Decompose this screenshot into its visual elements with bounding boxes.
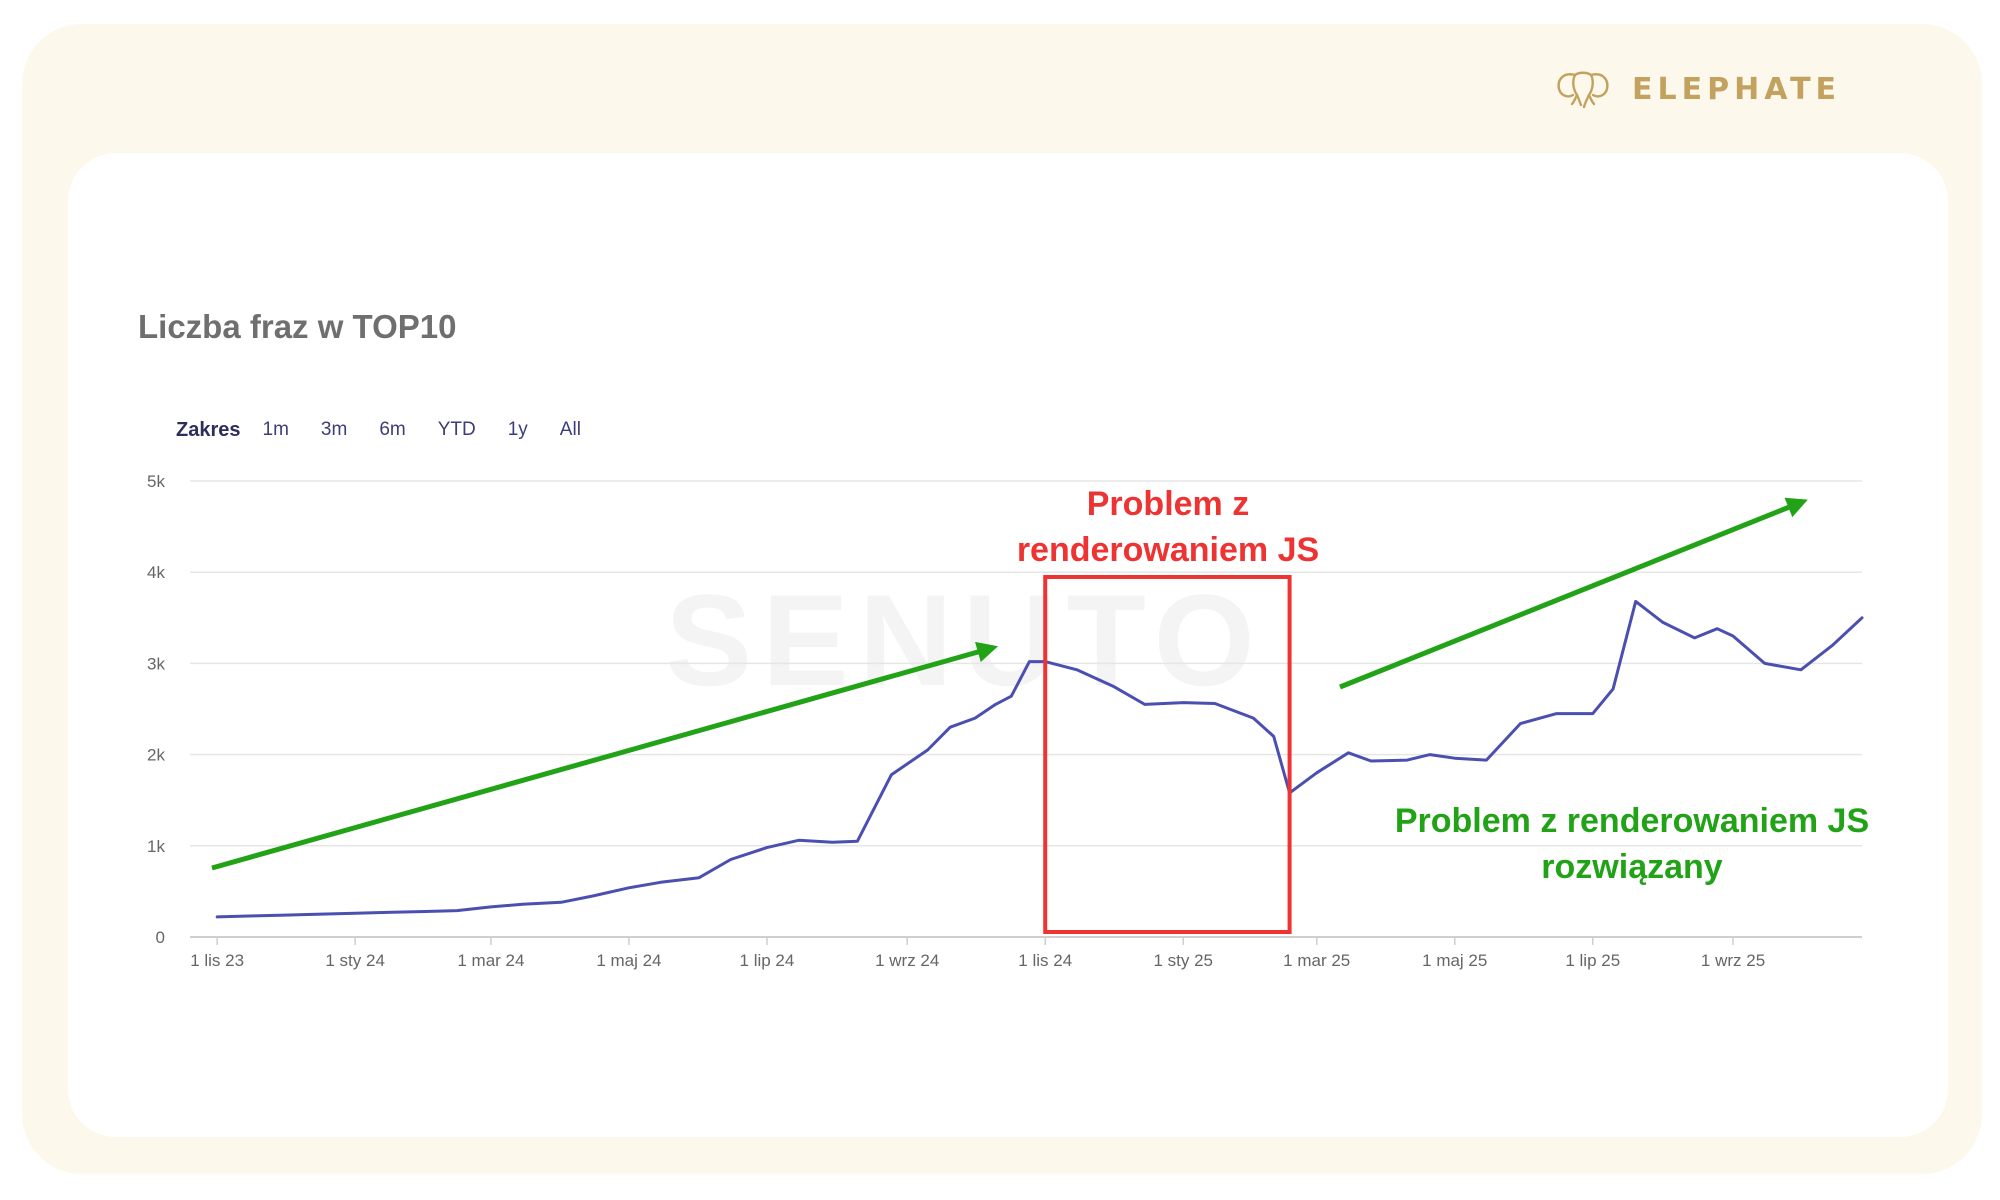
brand-logo: ELEPHATE [1554,64,1841,114]
problem-annotation-line1: Problem z [1087,485,1249,523]
range-button-6m[interactable]: 6m [379,419,406,440]
y-axis-ticks: 0 1k 2k 3k 4k 5k [147,472,165,947]
problem-annotation-line2: renderowaniem JS [1017,531,1319,569]
x-tick-label: 1 maj 24 [596,951,661,970]
chart-title: Liczba fraz w TOP10 [138,308,457,345]
range-selector: Zakres 1m 3m 6m YTD 1y All [176,415,613,445]
range-button-3m[interactable]: 3m [320,419,348,440]
series-line [215,599,1864,919]
x-tick-label: 1 mar 25 [1283,951,1350,970]
y-tick-label: 2k [147,746,165,765]
chart-card [68,153,1948,1137]
range-button-all[interactable]: All [559,419,581,440]
solved-annotation-line2: rozwiązany [1541,848,1722,886]
problem-period-box [1043,575,1292,934]
y-tick-label: 3k [147,654,165,673]
trend-arrow-left [211,641,999,871]
y-tick-label: 0 [156,928,165,947]
x-tick-label: 1 mar 24 [457,951,524,970]
x-tick-label: 1 sty 24 [325,951,385,970]
y-tick-label: 5k [147,472,165,491]
x-tick-label: 1 lis 24 [1018,951,1072,970]
trend-arrow-right [1339,497,1808,690]
y-tick-label: 1k [147,837,165,856]
x-tick-label: 1 lip 25 [1565,951,1620,970]
x-tick-label: 1 lis 23 [190,951,244,970]
x-tick-label: 1 wrz 24 [875,951,939,970]
x-tick-label: 1 lip 24 [740,951,795,970]
brand-name: ELEPHATE [1632,71,1842,107]
solved-annotation-line1: Problem z renderowaniem JS [1395,802,1869,840]
x-tick-label: 1 sty 25 [1153,951,1213,970]
elephant-icon [1557,71,1609,109]
y-tick-label: 4k [147,563,165,582]
x-tick-label: 1 wrz 25 [1701,951,1765,970]
range-button-1m[interactable]: 1m [262,419,289,440]
x-tick-label: 1 maj 25 [1422,951,1487,970]
grid-lines [190,480,1862,938]
watermark: SENUTO [665,567,1264,713]
x-axis-ticks: 1 lis 23 1 sty 24 1 mar 24 1 maj 24 1 lip 24… [190,937,1765,970]
range-label: Zakres [176,418,241,441]
range-button-1y[interactable]: 1y [507,419,528,440]
range-button-ytd[interactable]: YTD [437,419,476,440]
